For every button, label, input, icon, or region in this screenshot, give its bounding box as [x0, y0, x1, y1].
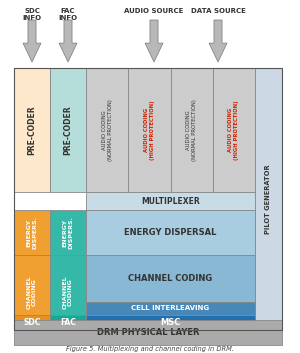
- Text: AUDIO CODING
(HIGH PROTECTION): AUDIO CODING (HIGH PROTECTION): [229, 100, 239, 160]
- Polygon shape: [209, 20, 227, 62]
- Text: DATA SOURCE: DATA SOURCE: [190, 8, 245, 14]
- Bar: [255, 68, 282, 330]
- Text: CHANNEL
CODING: CHANNEL CODING: [27, 276, 37, 309]
- Text: PILOT GENERATOR: PILOT GENERATOR: [266, 164, 272, 234]
- Bar: [170, 68, 213, 192]
- Bar: [213, 68, 255, 192]
- Text: CHANNEL
CODING: CHANNEL CODING: [63, 276, 73, 309]
- Text: SDC
INFO: SDC INFO: [22, 8, 42, 20]
- Bar: [14, 255, 50, 330]
- Text: SDC: SDC: [23, 318, 41, 327]
- Polygon shape: [59, 20, 77, 62]
- Bar: [14, 320, 282, 345]
- Text: PRE-CODER: PRE-CODER: [28, 105, 37, 155]
- Bar: [50, 68, 86, 192]
- Text: AUDIO CODING
(NORMAL PROTECTION): AUDIO CODING (NORMAL PROTECTION): [102, 99, 112, 161]
- Text: CHANNEL CODING: CHANNEL CODING: [128, 274, 213, 283]
- Bar: [86, 210, 255, 255]
- Bar: [86, 315, 255, 330]
- Bar: [128, 68, 170, 192]
- Bar: [14, 315, 50, 330]
- Bar: [86, 68, 128, 192]
- Text: ENERGY DISPERSAL: ENERGY DISPERSAL: [124, 228, 217, 237]
- Text: AUDIO SOURCE: AUDIO SOURCE: [124, 8, 184, 14]
- Text: CELL INTERLEAVING: CELL INTERLEAVING: [131, 305, 210, 311]
- Bar: [14, 68, 50, 192]
- Polygon shape: [145, 20, 163, 62]
- Text: ENERGY
DISPERS.: ENERGY DISPERS.: [27, 216, 37, 249]
- Bar: [86, 192, 255, 210]
- Text: MULTIPLEXER: MULTIPLEXER: [141, 197, 200, 205]
- Bar: [14, 210, 50, 255]
- Text: FAC
INFO: FAC INFO: [58, 8, 78, 20]
- Text: DRM PHYSICAL LAYER: DRM PHYSICAL LAYER: [97, 328, 199, 337]
- Text: Figure 5. Multiplexing and channel coding in DRM.: Figure 5. Multiplexing and channel codin…: [66, 346, 234, 352]
- Text: PRE-CODER: PRE-CODER: [64, 105, 73, 155]
- Polygon shape: [23, 20, 41, 62]
- Text: FAC: FAC: [60, 318, 76, 327]
- Bar: [86, 302, 255, 315]
- Bar: [14, 68, 282, 330]
- Text: AUDIO CODING
(NORMAL PROTECTION): AUDIO CODING (NORMAL PROTECTION): [186, 99, 197, 161]
- Bar: [50, 315, 86, 330]
- Bar: [50, 210, 86, 255]
- Bar: [86, 255, 255, 302]
- Text: ENERGY
DISPERS.: ENERGY DISPERS.: [63, 216, 73, 249]
- Bar: [50, 255, 86, 330]
- Text: AUDIO CODING
(HIGH PROTECTION): AUDIO CODING (HIGH PROTECTION): [144, 100, 155, 160]
- Text: MSC: MSC: [160, 318, 181, 327]
